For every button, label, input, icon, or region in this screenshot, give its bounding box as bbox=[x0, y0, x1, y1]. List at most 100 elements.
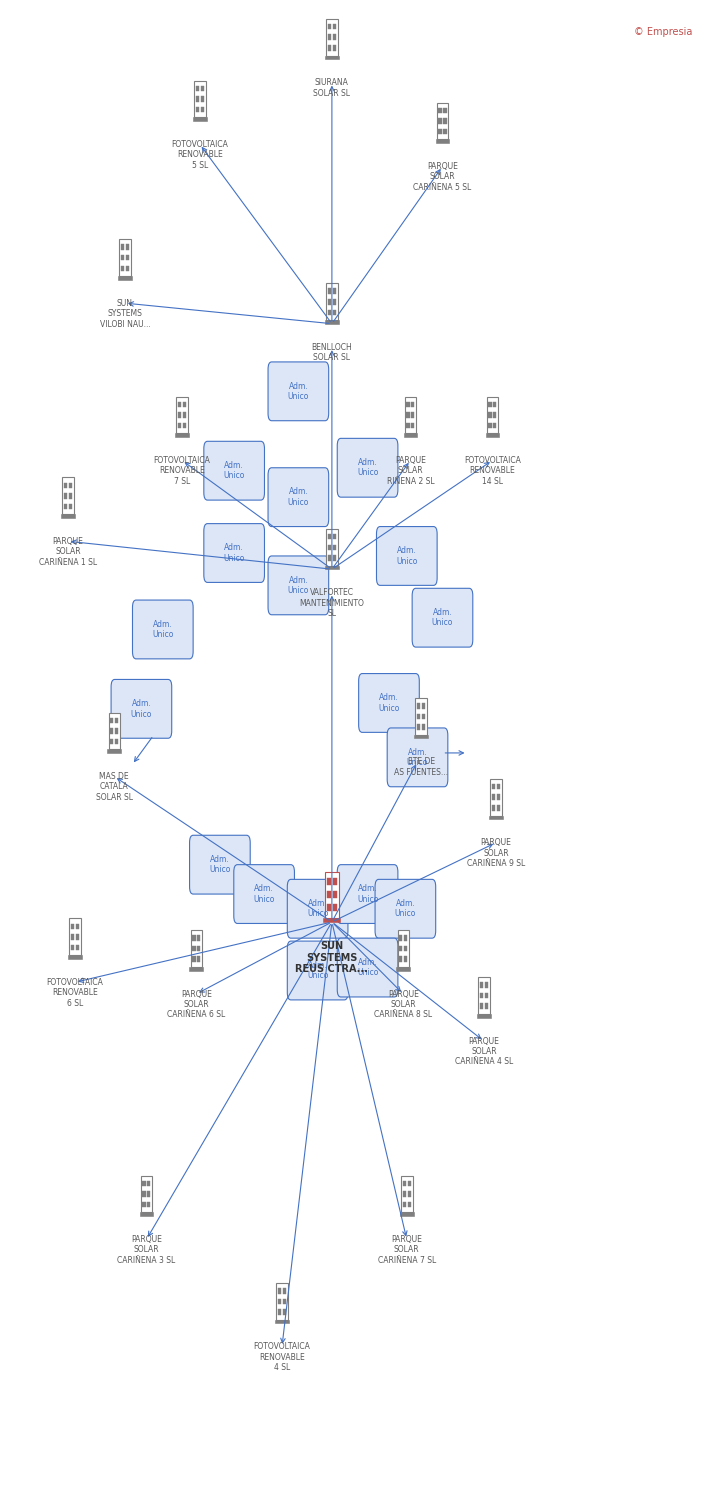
Text: PARQUE
SOLAR
CARIÑENA 8 SL: PARQUE SOLAR CARIÑENA 8 SL bbox=[374, 990, 432, 1020]
Text: ETE DE
AS FUENTES...: ETE DE AS FUENTES... bbox=[394, 758, 448, 777]
Bar bbox=[488, 413, 491, 417]
FancyBboxPatch shape bbox=[189, 836, 250, 894]
Bar bbox=[191, 930, 202, 968]
Text: PARQUE
SOLAR
CARIÑENA 6 SL: PARQUE SOLAR CARIÑENA 6 SL bbox=[167, 990, 226, 1020]
Bar bbox=[278, 1310, 281, 1314]
Bar bbox=[422, 704, 425, 708]
Text: PARQUE
SOLAR
CARIÑENA 5 SL: PARQUE SOLAR CARIÑENA 5 SL bbox=[414, 162, 472, 192]
Bar bbox=[416, 698, 427, 735]
Bar bbox=[282, 1288, 286, 1293]
Bar bbox=[76, 924, 79, 928]
Text: Adm.
Unico: Adm. Unico bbox=[357, 458, 379, 477]
Text: FOTOVOLTAICA
RENOVABLE
4 SL: FOTOVOLTAICA RENOVABLE 4 SL bbox=[253, 1342, 310, 1372]
Bar bbox=[76, 934, 79, 939]
Bar bbox=[408, 1180, 411, 1186]
Bar bbox=[71, 945, 74, 950]
Bar bbox=[62, 477, 74, 514]
Bar bbox=[333, 45, 336, 51]
Bar bbox=[197, 936, 200, 940]
Bar bbox=[399, 957, 403, 962]
Bar bbox=[333, 904, 337, 912]
FancyBboxPatch shape bbox=[204, 441, 264, 500]
Bar bbox=[333, 544, 336, 550]
Bar bbox=[328, 298, 331, 304]
Bar bbox=[327, 878, 331, 885]
Bar bbox=[400, 1212, 414, 1216]
Bar bbox=[193, 117, 207, 122]
Bar bbox=[61, 514, 75, 517]
Bar bbox=[399, 936, 403, 940]
Bar bbox=[118, 276, 132, 279]
Bar bbox=[115, 717, 119, 723]
Text: Adm.
Unico: Adm. Unico bbox=[357, 885, 379, 904]
Text: PARQUE
SOLAR
RIÑENA 2 SL: PARQUE SOLAR RIÑENA 2 SL bbox=[387, 456, 434, 486]
Bar bbox=[480, 982, 483, 988]
Bar bbox=[196, 86, 199, 92]
FancyBboxPatch shape bbox=[359, 674, 419, 732]
Bar bbox=[411, 413, 414, 417]
Bar bbox=[438, 108, 442, 112]
Bar bbox=[496, 806, 500, 810]
Bar bbox=[405, 396, 416, 433]
Bar bbox=[333, 34, 336, 40]
Text: PARQUE
SOLAR
CARIÑENA 7 SL: PARQUE SOLAR CARIÑENA 7 SL bbox=[378, 1234, 436, 1264]
Bar bbox=[496, 795, 500, 800]
Bar bbox=[278, 1288, 281, 1293]
Bar bbox=[275, 1320, 289, 1323]
Bar bbox=[435, 140, 449, 142]
Bar bbox=[328, 555, 331, 561]
FancyBboxPatch shape bbox=[268, 556, 328, 615]
Bar bbox=[64, 483, 67, 488]
Bar bbox=[197, 946, 200, 951]
Text: SUN
SYSTEMS
REUS CTRA...: SUN SYSTEMS REUS CTRA... bbox=[296, 940, 368, 975]
Bar bbox=[110, 717, 114, 723]
Text: Adm.
Unico: Adm. Unico bbox=[288, 576, 309, 596]
Bar bbox=[492, 806, 495, 810]
Bar bbox=[68, 504, 72, 509]
FancyBboxPatch shape bbox=[337, 938, 398, 998]
Bar bbox=[278, 1299, 281, 1304]
Text: Adm.
Unico: Adm. Unico bbox=[357, 958, 379, 978]
Text: Adm.
Unico: Adm. Unico bbox=[379, 693, 400, 712]
Bar bbox=[406, 413, 410, 417]
Text: Adm.
Unico: Adm. Unico bbox=[288, 488, 309, 507]
Bar bbox=[488, 423, 491, 429]
Text: FOTOVOLTAICA
RENOVABLE
7 SL: FOTOVOLTAICA RENOVABLE 7 SL bbox=[154, 456, 210, 486]
Bar bbox=[178, 413, 181, 417]
Bar bbox=[201, 86, 204, 92]
Bar bbox=[489, 816, 503, 819]
Bar bbox=[328, 45, 331, 51]
Bar bbox=[126, 266, 129, 272]
Bar bbox=[403, 1180, 406, 1186]
Bar bbox=[197, 957, 200, 962]
Text: Adm.
Unico: Adm. Unico bbox=[307, 962, 328, 980]
FancyBboxPatch shape bbox=[288, 940, 348, 1000]
Bar bbox=[183, 402, 186, 406]
Bar bbox=[333, 298, 336, 304]
FancyBboxPatch shape bbox=[375, 879, 435, 938]
Bar bbox=[328, 544, 331, 550]
FancyBboxPatch shape bbox=[337, 864, 398, 924]
Bar bbox=[477, 1014, 491, 1017]
FancyBboxPatch shape bbox=[337, 438, 398, 497]
Text: PARQUE
SOLAR
CARIÑENA 3 SL: PARQUE SOLAR CARIÑENA 3 SL bbox=[117, 1234, 175, 1264]
Bar bbox=[147, 1202, 151, 1208]
Bar bbox=[121, 244, 124, 250]
Bar bbox=[69, 918, 81, 956]
Bar bbox=[108, 750, 121, 753]
FancyBboxPatch shape bbox=[204, 524, 264, 582]
Bar bbox=[406, 402, 410, 406]
Bar bbox=[487, 396, 498, 433]
Bar bbox=[438, 118, 442, 123]
Bar bbox=[143, 1191, 146, 1197]
Bar bbox=[192, 946, 196, 951]
Bar bbox=[147, 1191, 151, 1197]
Text: Adm.
Unico: Adm. Unico bbox=[407, 747, 428, 766]
Bar bbox=[325, 566, 339, 568]
Text: BENLLOCH
SOLAR SL: BENLLOCH SOLAR SL bbox=[312, 344, 352, 362]
Bar bbox=[68, 956, 82, 958]
Bar bbox=[399, 946, 403, 951]
Bar bbox=[64, 494, 67, 498]
FancyBboxPatch shape bbox=[387, 728, 448, 786]
Bar bbox=[417, 724, 420, 729]
